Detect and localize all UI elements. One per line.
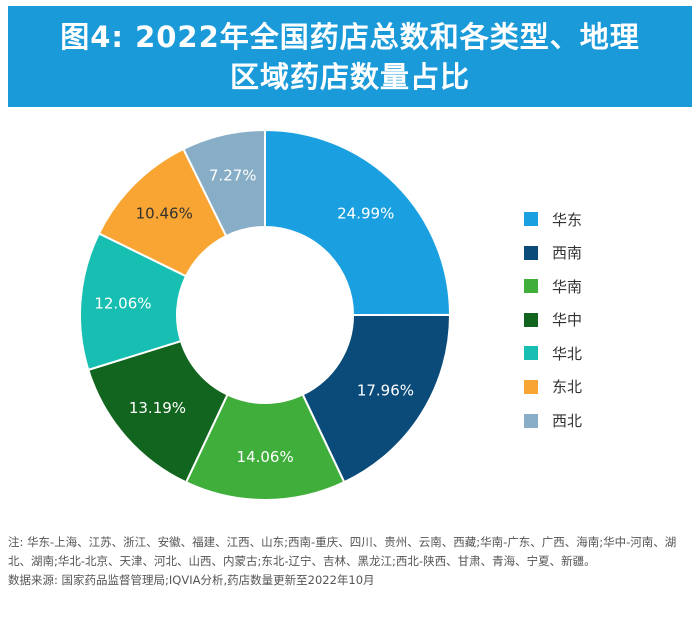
legend-label: 华北: [552, 344, 583, 363]
donut-slice-labels: 24.99% 17.96% 14.06% 13.19% 12.06% 10.46% 7.27…: [94, 167, 414, 466]
donut-slices: [79, 128, 452, 501]
slice-西南: [301, 313, 452, 484]
legend-item-西南: 西南: [524, 242, 582, 264]
note-text: 注: 华东-上海、江苏、浙江、安徽、福建、江西、山东;西南-重庆、四川、贵州、云…: [8, 535, 677, 568]
legend-label: 东北: [552, 378, 583, 397]
legend-item-西北: 西北: [524, 410, 582, 432]
legend-item-华南: 华南: [524, 275, 582, 297]
legend-swatch: [524, 212, 538, 226]
legend: 华东西南华南华中华北东北西北: [524, 208, 582, 443]
title-banner: 图4: 2022年全国药店总数和各类型、地理 区域药店数量占比: [8, 6, 692, 107]
slice-华南: [184, 393, 346, 501]
donut-chart: 24.99% 17.96% 14.06% 13.19% 12.06% 10.46% 7.27…: [79, 128, 452, 501]
legend-label: 华中: [552, 311, 583, 330]
chart-title-line1: 图4: 2022年全国药店总数和各类型、地理: [60, 19, 640, 54]
slice-label-华中: 13.19%: [129, 399, 186, 417]
legend-item-华北: 华北: [524, 342, 582, 364]
legend-swatch: [524, 346, 538, 361]
slice-label-东北: 10.46%: [136, 205, 193, 223]
legend-item-华中: 华中: [524, 309, 582, 331]
slice-华东: [264, 128, 452, 316]
legend-label: 西南: [552, 244, 583, 263]
legend-swatch: [524, 312, 538, 327]
chart-title-line2: 区域药店数量占比: [229, 59, 470, 94]
source-text: 数据来源: 国家药品监督管理局;IQVIA分析,药店数量更新至2022年10月: [8, 573, 375, 587]
legend-label: 华东: [552, 210, 583, 229]
legend-swatch: [524, 245, 538, 260]
slice-label-华北: 12.06%: [94, 294, 151, 312]
legend-item-东北: 东北: [524, 376, 582, 398]
legend-swatch: [524, 279, 538, 294]
slice-label-西南: 17.96%: [357, 382, 414, 400]
legend-label: 华南: [552, 277, 583, 296]
slice-label-华东: 24.99%: [337, 205, 394, 223]
slice-西北: [182, 128, 266, 238]
slice-label-华南: 14.06%: [237, 448, 294, 466]
footnotes: 注: 华东-上海、江苏、浙江、安徽、福建、江西、山东;西南-重庆、四川、贵州、云…: [8, 533, 692, 590]
legend-swatch: [524, 379, 538, 394]
legend-label: 西北: [552, 412, 583, 431]
legend-item-华东: 华东: [524, 208, 582, 230]
slice-label-西北: 7.27%: [209, 167, 257, 185]
legend-swatch: [524, 413, 538, 428]
